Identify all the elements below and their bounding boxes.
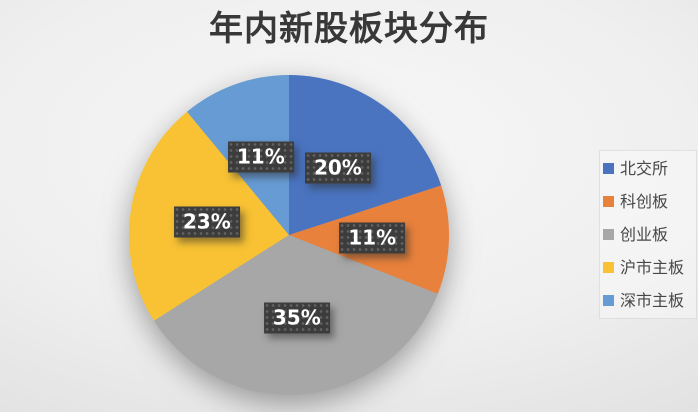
legend-label: 深市主板 — [620, 290, 685, 310]
legend-item: 深市主板 — [603, 284, 696, 317]
legend-label: 沪市主板 — [620, 257, 685, 277]
legend-label: 创业板 — [620, 224, 669, 244]
legend-swatch-icon — [603, 262, 614, 273]
legend-item: 科创板 — [603, 185, 696, 218]
data-label: 23% — [173, 206, 240, 238]
legend-label: 北交所 — [620, 158, 669, 178]
legend: 北交所科创板创业板沪市主板深市主板 — [599, 150, 697, 319]
chart-title: 年内新股板块分布 — [209, 9, 489, 49]
data-label: 20% — [304, 152, 371, 184]
legend-item: 创业板 — [603, 218, 696, 251]
legend-swatch-icon — [603, 163, 614, 174]
legend-swatch-icon — [603, 295, 614, 306]
data-label: 35% — [263, 302, 330, 334]
data-label: 11% — [227, 141, 294, 173]
data-label: 11% — [339, 222, 406, 254]
legend-swatch-icon — [603, 229, 614, 240]
legend-swatch-icon — [603, 196, 614, 207]
legend-item: 北交所 — [603, 152, 696, 185]
legend-label: 科创板 — [620, 191, 669, 211]
legend-item: 沪市主板 — [603, 251, 696, 284]
pie-chart: 20% 11% 35% 23% 11% — [129, 75, 449, 395]
